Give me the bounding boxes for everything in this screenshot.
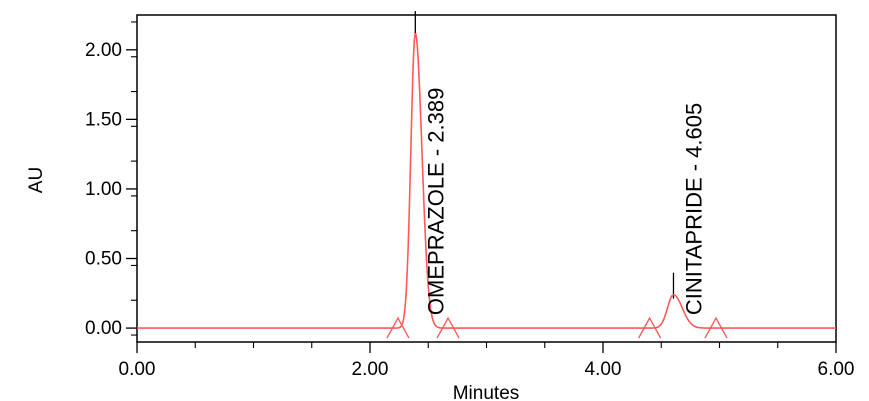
- y-tick-label: 1.50: [85, 109, 122, 130]
- integration-marker: [637, 316, 662, 339]
- chromatogram-trace: [137, 32, 836, 329]
- x-tick-label: 4.00: [585, 359, 622, 380]
- integration-marker: [386, 316, 410, 339]
- x-tick-label: 2.00: [352, 359, 389, 380]
- peak-label: CINITAPRIDE - 4.605: [681, 103, 706, 315]
- y-tick-label: 0.50: [85, 249, 122, 270]
- y-tick-label: 1.00: [85, 179, 122, 200]
- y-axis-label: AU: [26, 167, 47, 193]
- x-tick-label: 6.00: [818, 359, 855, 380]
- integration-marker: [704, 316, 728, 339]
- x-tick-label: 0.00: [119, 359, 156, 380]
- plot-frame: [136, 14, 837, 343]
- integration-marker: [436, 316, 460, 339]
- peak-label: OMEPRAZOLE - 2.389: [423, 88, 448, 315]
- y-tick-label: 0.00: [85, 318, 122, 339]
- y-tick-label: 2.00: [85, 40, 122, 61]
- x-axis-label: Minutes: [453, 383, 520, 401]
